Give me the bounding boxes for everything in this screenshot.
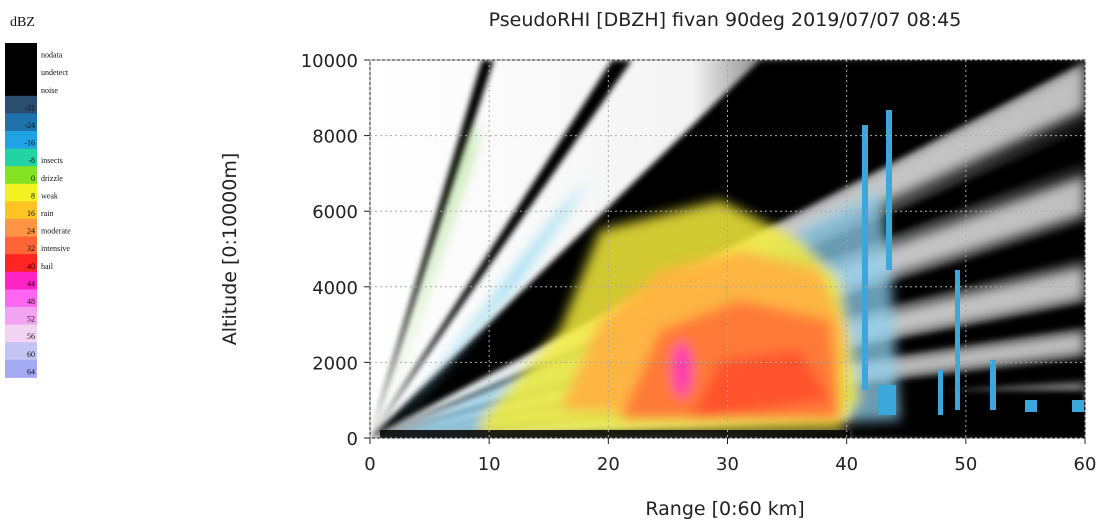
- legend-swatch: [5, 359, 37, 378]
- legend-name: noise: [41, 86, 58, 95]
- legend-swatch: [5, 289, 37, 308]
- legend-name: weak: [41, 191, 58, 200]
- legend-swatch: [5, 236, 37, 255]
- y-tick-label: 0: [347, 429, 358, 450]
- legend-swatch: [5, 254, 37, 273]
- legend-name: rain: [41, 209, 53, 218]
- legend-value: -24: [24, 121, 35, 130]
- legend-value: 44: [27, 279, 35, 288]
- legend-swatch: [5, 271, 37, 290]
- x-tick-label: 10: [478, 454, 501, 475]
- legend-swatch: [5, 183, 37, 202]
- legend-swatch: [5, 324, 37, 343]
- x-axis-label: Range [0:60 km]: [645, 498, 804, 520]
- legend-swatch: [5, 201, 37, 220]
- legend-swatch: [5, 78, 37, 97]
- legend-value: 60: [27, 350, 35, 359]
- legend-name: drizzle: [41, 174, 63, 183]
- legend-swatch: [5, 43, 37, 62]
- chart-title: PseudoRHI [DBZH] fivan 90deg 2019/07/07 …: [489, 9, 962, 31]
- legend-swatch: [5, 342, 37, 361]
- x-tick-label: 60: [1074, 454, 1097, 475]
- x-tick-label: 30: [716, 454, 739, 475]
- legend-swatch: [5, 95, 37, 114]
- legend-value: -8: [28, 156, 35, 165]
- y-tick-label: 6000: [312, 202, 358, 223]
- x-tick-label: 20: [597, 454, 620, 475]
- y-tick-label: 10000: [301, 51, 358, 72]
- legend-value: 0: [31, 174, 35, 183]
- legend-swatch: [5, 131, 37, 150]
- y-axis-label: Altitude [0:10000m]: [219, 153, 241, 346]
- legend-title: dBZ: [10, 15, 35, 30]
- legend-name: hail: [41, 262, 54, 271]
- y-tick-label: 2000: [312, 353, 358, 374]
- legend-value: 16: [27, 209, 35, 218]
- legend-value: 32: [27, 244, 35, 253]
- legend-name: intensive: [41, 244, 70, 253]
- legend-swatch: [5, 148, 37, 167]
- legend-name: undetect: [41, 68, 69, 77]
- legend-value: 56: [27, 332, 35, 341]
- legend-name: insects: [41, 156, 63, 165]
- legend-swatch: [5, 166, 37, 185]
- x-tick-label: 50: [954, 454, 977, 475]
- legend-value: 40: [27, 262, 35, 271]
- legend-swatch: [5, 60, 37, 79]
- y-tick-label: 8000: [312, 127, 358, 148]
- legend-value: -31: [24, 103, 35, 112]
- legend-value: 8: [31, 191, 35, 200]
- legend-name: moderate: [41, 227, 71, 236]
- x-tick-label: 0: [364, 454, 375, 475]
- legend-swatch: [5, 113, 37, 132]
- x-tick-label: 40: [835, 454, 858, 475]
- legend-swatch: [5, 307, 37, 326]
- legend-value: 24: [27, 227, 35, 236]
- legend-name: nodata: [41, 51, 63, 60]
- legend-value: 52: [27, 315, 35, 324]
- legend-value: -16: [24, 139, 35, 148]
- y-tick-label: 4000: [312, 278, 358, 299]
- legend-value: 48: [27, 297, 35, 306]
- legend-swatch: [5, 219, 37, 238]
- legend-value: 64: [27, 367, 35, 376]
